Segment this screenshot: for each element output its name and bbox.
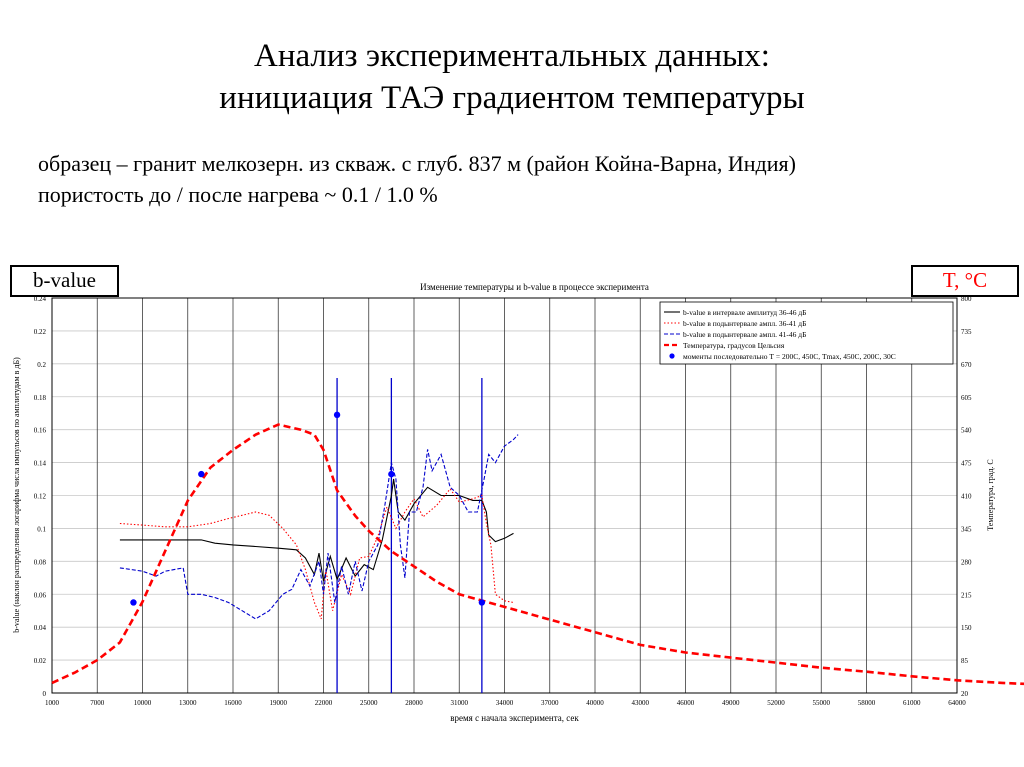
slide-title-line2: инициация ТАЭ градиентом температуры <box>219 80 805 116</box>
y-left-tick-label: 0.08 <box>34 558 47 566</box>
y-left-tick-label: 0.06 <box>34 591 47 599</box>
event-marker-point <box>388 470 395 478</box>
temperature-badge: T, °C <box>911 265 1019 297</box>
legend-entry: b-value в интервале амплитуд 36-46 дБ <box>683 308 806 317</box>
event-marker-point <box>198 470 205 478</box>
x-tick-label: 43000 <box>632 699 650 707</box>
event-marker-point <box>333 411 341 419</box>
legend-entry: Температура, градусов Цельсия <box>683 341 785 350</box>
x-tick-label: 37000 <box>541 699 559 707</box>
y-right-tick-label: 540 <box>961 427 972 435</box>
x-tick-label: 46000 <box>677 699 695 707</box>
series-line-3 <box>119 434 519 620</box>
plot-frame <box>51 297 958 694</box>
x-tick-label: 13000 <box>179 699 197 707</box>
y-right-tick-label: 85 <box>961 657 969 665</box>
legend-marker <box>669 353 675 359</box>
legend-entry: b-value в подынтервале ампл. 36-41 дБ <box>683 319 806 328</box>
x-tick-label: 34000 <box>496 699 514 707</box>
y-left-tick-label: 0.18 <box>34 394 47 402</box>
b-value-badge: b-value <box>10 265 119 297</box>
y-left-tick-label: 0 <box>43 690 47 698</box>
y-left-axis-label: b-value (наклон распределения логарифма … <box>12 357 21 633</box>
sample-description: образец – гранит мелкозерн. из скваж. с … <box>38 151 796 176</box>
y-right-tick-label: 150 <box>961 624 972 632</box>
x-tick-label: 7000 <box>90 699 105 707</box>
y-left-tick-label: 0.1 <box>37 525 46 533</box>
x-tick-label: 22000 <box>315 699 333 707</box>
y-left-tick-label: 0.16 <box>34 427 47 435</box>
x-axis-label: время с начала эксперимента, сек <box>450 713 579 723</box>
slide-title-line1: Анализ экспериментальных данных: <box>254 38 770 74</box>
chart-title: Изменение температуры и b-value в процес… <box>420 282 649 292</box>
y-right-tick-label: 670 <box>961 361 972 369</box>
y-left-tick-label: 0.04 <box>34 624 47 632</box>
y-left-tick-label: 0.24 <box>34 295 47 303</box>
y-right-tick-label: 605 <box>961 394 972 402</box>
y-right-tick-label: 800 <box>961 295 972 303</box>
x-tick-label: 16000 <box>224 699 242 707</box>
y-right-tick-label: 280 <box>961 558 972 566</box>
event-marker-point <box>130 599 137 606</box>
y-right-tick-label: 410 <box>961 493 972 501</box>
x-tick-label: 55000 <box>813 699 831 707</box>
y-left-tick-label: 0.12 <box>34 493 47 501</box>
series-line-2 <box>119 487 514 620</box>
y-right-axis-label: Температура, град. С <box>986 459 995 531</box>
x-tick-label: 58000 <box>858 699 876 707</box>
x-tick-label: 25000 <box>360 699 378 707</box>
x-tick-label: 1000 <box>45 699 60 707</box>
y-right-tick-label: 20 <box>961 690 969 698</box>
series-line-1 <box>119 478 514 582</box>
legend-entry: моменты последовательно Т = 200С, 450С, … <box>683 352 896 361</box>
event-marker-point <box>478 599 486 606</box>
y-right-tick-label: 215 <box>961 591 972 599</box>
y-left-tick-label: 0.22 <box>34 328 47 336</box>
x-tick-label: 61000 <box>903 699 921 707</box>
y-right-tick-label: 475 <box>961 460 972 468</box>
x-tick-label: 10000 <box>134 699 152 707</box>
y-left-tick-label: 0.14 <box>34 460 47 468</box>
y-right-tick-label: 735 <box>961 328 972 336</box>
legend-entry: b-value в подынтервале ампл. 41-46 дБ <box>683 330 806 339</box>
series-line-4 <box>51 423 1024 686</box>
x-tick-label: 64000 <box>948 699 966 707</box>
legend-box <box>659 301 954 365</box>
x-tick-label: 52000 <box>767 699 785 707</box>
y-right-tick-label: 345 <box>961 525 972 533</box>
x-tick-label: 28000 <box>405 699 423 707</box>
y-left-tick-label: 0.2 <box>37 361 46 369</box>
x-tick-label: 40000 <box>586 699 604 707</box>
porosity-description: пористость до / после нагрева ~ 0.1 / 1.… <box>38 182 438 207</box>
x-tick-label: 19000 <box>270 699 288 707</box>
x-tick-label: 49000 <box>722 699 740 707</box>
y-left-tick-label: 0.02 <box>34 657 47 665</box>
x-tick-label: 31000 <box>451 699 469 707</box>
